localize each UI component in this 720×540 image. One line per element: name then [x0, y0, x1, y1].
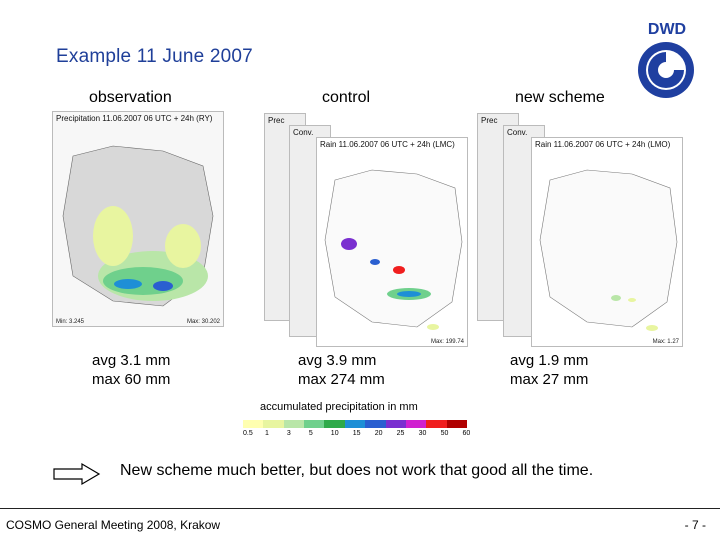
legend-swatch — [304, 420, 325, 428]
legend-swatch — [385, 420, 406, 428]
legend-tick: 20 — [374, 430, 383, 437]
control-back-caption: Prec — [268, 116, 285, 125]
control-back2-caption: Conv. — [293, 128, 314, 137]
footer-meeting: COSMO General Meeting 2008, Krakow — [6, 518, 221, 532]
legend-swatch — [426, 420, 447, 428]
legend-tick: 10 — [330, 430, 339, 437]
new-scheme-map-max: Max: 1.27 — [652, 339, 679, 345]
new-scheme-precip-field — [539, 169, 678, 331]
conclusion-note: New scheme much better, but does not wor… — [120, 462, 594, 479]
legend-tick: 0.5 — [243, 430, 253, 437]
control-map: Rain 11.06.2007 06 UTC + 24h (LMC) Max: … — [316, 137, 468, 347]
legend-tick: 1 — [264, 430, 269, 437]
legend-swatch — [283, 420, 305, 428]
legend-swatch — [344, 420, 366, 428]
legend-swatch — [446, 420, 467, 428]
legend-swatch — [324, 420, 345, 428]
new-scheme-avg: avg 1.9 mm — [510, 352, 589, 369]
legend-tick: 15 — [352, 430, 361, 437]
observation-map-caption: Precipitation 11.06.2007 06 UTC + 24h (R… — [56, 114, 213, 123]
heading-observation: observation — [89, 89, 172, 106]
observation-avg: avg 3.1 mm — [92, 352, 171, 369]
legend-swatch — [243, 420, 264, 428]
footer: COSMO General Meeting 2008, Krakow - 7 - — [0, 508, 720, 540]
new-scheme-map-caption: Rain 11.06.2007 06 UTC + 24h (LMO) — [535, 140, 671, 149]
page-number: - 7 - — [684, 518, 706, 532]
dwd-logo: DWD — [628, 12, 706, 104]
control-precip-field — [324, 169, 463, 330]
slide-title: Example 11 June 2007 — [56, 46, 253, 67]
legend-tick: 5 — [308, 430, 313, 437]
new-scheme-max: max 27 mm — [510, 371, 589, 388]
observation-map-min: Min: 3.245 — [56, 319, 85, 325]
legend-tick: 3 — [286, 430, 291, 437]
footer-divider — [0, 508, 720, 509]
control-stats: avg 3.9 mm max 274 mm — [298, 351, 385, 389]
heading-new-scheme: new scheme — [515, 89, 605, 106]
legend-swatch — [263, 420, 284, 428]
heading-control: control — [322, 89, 371, 106]
legend-tick: 25 — [396, 430, 405, 437]
legend-tick: 50 — [440, 430, 449, 437]
new-scheme-map: Rain 11.06.2007 06 UTC + 24h (LMO) Max: … — [531, 137, 683, 347]
logo-text: DWD — [648, 21, 686, 38]
observation-stats: avg 3.1 mm max 60 mm — [92, 351, 170, 389]
observation-map: Precipitation 11.06.2007 06 UTC + 24h (R… — [52, 111, 224, 327]
observation-precip-field — [62, 145, 214, 307]
legend-swatch — [405, 420, 427, 428]
control-max: max 274 mm — [298, 371, 385, 388]
new-scheme-stats: avg 1.9 mm max 27 mm — [510, 351, 588, 389]
legend-tick-labels: 0.5 1 3 5 10 15 20 25 30 50 60 — [238, 430, 472, 440]
legend-colorbar — [243, 420, 467, 428]
legend-tick: 60 — [462, 430, 471, 437]
arrow-icon — [52, 462, 102, 491]
control-avg: avg 3.9 mm — [298, 352, 377, 369]
legend-tick: 30 — [418, 430, 427, 437]
control-map-caption: Rain 11.06.2007 06 UTC + 24h (LMC) — [320, 140, 455, 149]
legend-swatch — [365, 420, 386, 428]
legend-title: accumulated precipitation in mm — [260, 401, 418, 413]
control-map-max: Max: 199.74 — [430, 339, 464, 345]
new-back2-caption: Conv. — [507, 128, 528, 137]
observation-map-max: Max: 30.202 — [186, 319, 220, 325]
observation-max: max 60 mm — [92, 371, 171, 388]
new-back-caption: Prec — [481, 116, 498, 125]
